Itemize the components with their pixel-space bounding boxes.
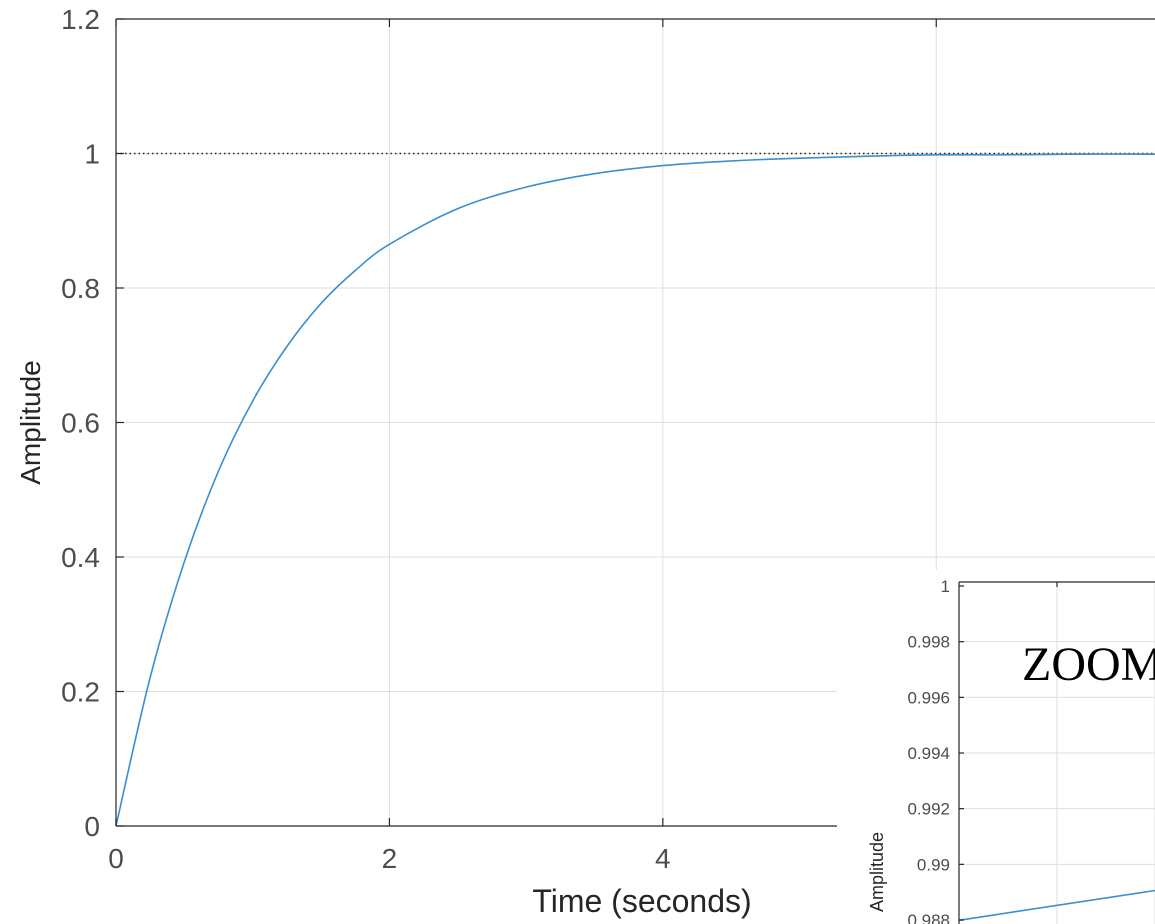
- inset-tick-labels: 0.988 0.99 0.992 0.994 0.996 0.998 1: [907, 577, 950, 924]
- main-y-tick-label: 1: [84, 139, 100, 170]
- zoomed-response-curve: [958, 889, 1155, 922]
- main-y-tick-label: 0: [84, 811, 100, 842]
- step-response-curve: [115, 153, 1155, 827]
- inset-y-tick-label: 0.998: [907, 633, 950, 652]
- inset-grid: [959, 582, 1155, 924]
- main-y-tick-label: 1.2: [61, 4, 100, 35]
- zoom-inset-chart: 0.988 0.99 0.992 0.994 0.996 0.998 1 Amplitude…: [837, 570, 1155, 924]
- x-axis-label: Time (seconds): [532, 883, 751, 919]
- main-x-tick-label: 2: [382, 843, 398, 874]
- inset-background: [837, 570, 1155, 924]
- inset-axes: [958, 581, 1155, 924]
- inset-y-tick-label: 1: [941, 577, 950, 596]
- zoom-annotation: ZOOM: [1022, 638, 1155, 691]
- main-y-tick-label: 0.2: [61, 677, 100, 708]
- main-y-tick-label: 0.6: [61, 408, 100, 439]
- main-y-tick-label: 0.8: [61, 273, 100, 304]
- inset-y-tick-label: 0.992: [907, 800, 950, 819]
- main-x-tick-label: 0: [108, 843, 124, 874]
- inset-y-tick-label: 0.994: [907, 744, 950, 763]
- main-y-tick-label: 0.4: [61, 542, 100, 573]
- main-step-response-chart: 024600.20.40.60.811.2 Time (seconds) Amp…: [15, 4, 1155, 919]
- main-tick-labels: 024600.20.40.60.811.2: [61, 4, 944, 874]
- inset-y-axis-label: Amplitude: [867, 832, 887, 912]
- inset-y-tick-label: 0.996: [907, 688, 950, 707]
- y-axis-label: Amplitude: [15, 360, 46, 485]
- main-x-tick-label: 4: [655, 843, 671, 874]
- inset-y-tick-label: 0.99: [917, 855, 950, 874]
- inset-y-tick-label: 0.988: [907, 911, 950, 924]
